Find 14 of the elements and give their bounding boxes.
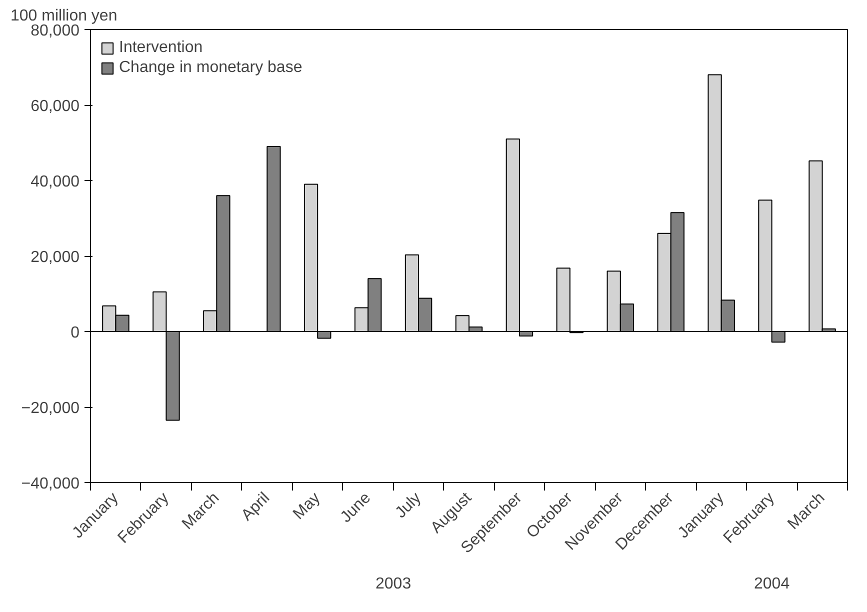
x-tick-label: July	[392, 489, 425, 522]
legend-label: Change in monetary base	[119, 59, 302, 77]
y-tick-label: −40,000	[21, 476, 80, 492]
legend-label: Intervention	[119, 39, 203, 57]
y-tick-label: −20,000	[21, 400, 80, 417]
y-tick-label: 80,000	[30, 22, 80, 40]
text: 2004	[754, 576, 790, 592]
y-axis-title: 100 million yen	[10, 8, 118, 24]
y-tick-label: 60,000	[30, 98, 80, 115]
y-tick-label: 0	[70, 324, 80, 342]
x-tick-label: May	[290, 489, 324, 523]
y-tick-label: 20,000	[30, 249, 80, 266]
text: 2003	[376, 576, 412, 592]
y-tick-label: 40,000	[30, 174, 80, 190]
